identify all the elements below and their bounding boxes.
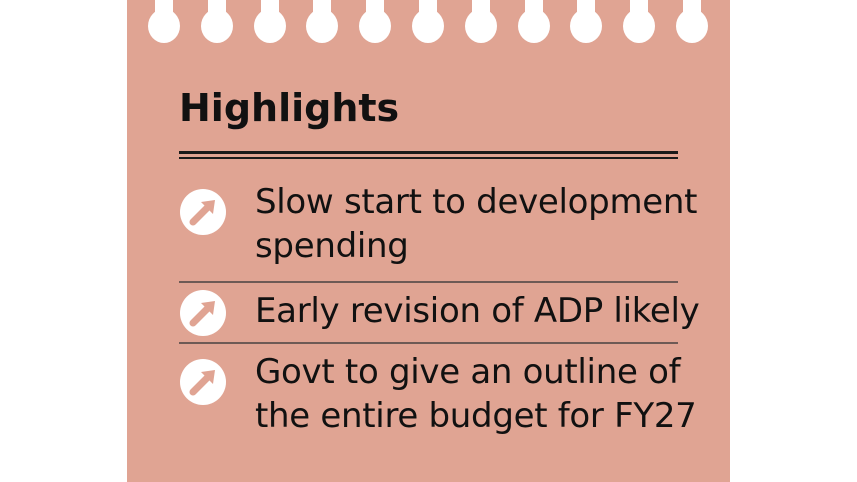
item-divider-2 [179,342,678,344]
highlight-item-3-line-2: the entire budget for FY27 [255,396,697,436]
binding-hole [464,9,497,43]
highlight-item-3-line-1: Govt to give an outline of [255,352,681,392]
binding-hole [253,9,286,43]
binding-hole [517,9,550,43]
highlight-item-1-line-1: Slow start to development [255,182,698,222]
highlight-item-1-text: Slow start to development spending [255,180,697,268]
highlight-item-2-text: Early revision of ADP likely [255,289,700,333]
binding-hole [306,9,339,43]
item-divider-1 [179,281,678,283]
highlight-item-1-line-2: spending [255,226,409,266]
highlight-item-3-text: Govt to give an outline of the entire bu… [255,350,697,438]
binding-hole [623,9,656,43]
highlight-item-2-line-1: Early revision of ADP likely [255,291,700,331]
binding-hole [359,9,392,43]
binding-hole [200,9,233,43]
binding-hole [148,9,180,43]
arrow-up-right-circle-icon [180,189,226,235]
title-double-rule [179,151,678,159]
arrow-up-right-circle-icon [180,290,226,336]
spiral-binding-holes [127,0,730,60]
card-title: Highlights [179,86,400,130]
binding-hole [412,9,444,43]
arrow-up-right-circle-icon [180,359,226,405]
binding-hole [676,9,708,43]
binding-hole [570,9,603,43]
highlights-card: Highlights Slow start to development spe… [127,0,730,482]
